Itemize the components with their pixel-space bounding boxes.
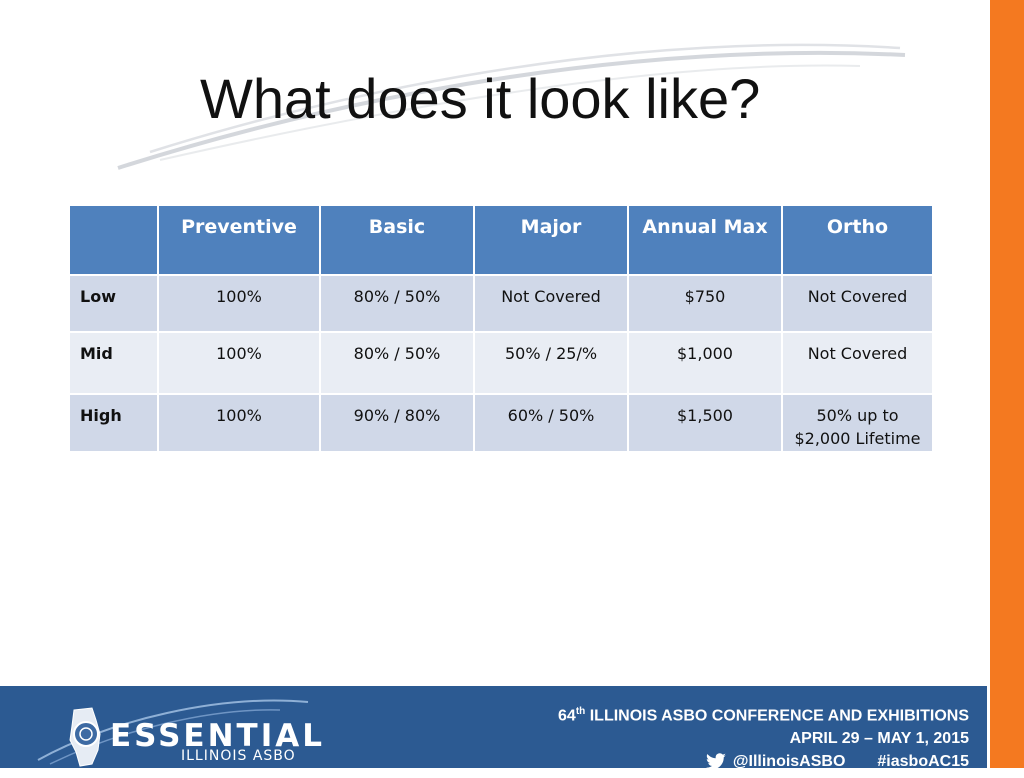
logo-wordmark: ESSENTIAL — [110, 718, 325, 754]
table-cell: $750 — [627, 274, 783, 333]
column-header-annual-max: Annual Max — [627, 204, 783, 276]
table-row: Mid 100% 80% / 50% 50% / 25/% $1,000 Not… — [68, 331, 934, 395]
conference-dates: APRIL 29 – MAY 1, 2015 — [789, 730, 969, 748]
column-header — [68, 204, 159, 276]
row-label: High — [68, 393, 159, 453]
table-cell: 100% — [157, 393, 321, 453]
conference-number: 64 — [558, 707, 576, 725]
column-header-major: Major — [473, 204, 629, 276]
logo-subtitle: ILLINOIS ASBO — [181, 748, 296, 764]
conference-info: 64th ILLINOIS ASBO CONFERENCE AND EXHIBI… — [558, 700, 969, 778]
conference-suffix: th — [575, 706, 586, 717]
table-cell: 60% / 50% — [473, 393, 629, 453]
conference-name: ILLINOIS ASBO CONFERENCE AND EXHIBITIONS — [589, 707, 969, 725]
column-header-preventive: Preventive — [157, 204, 321, 276]
table-cell: 100% — [157, 331, 321, 395]
table-cell: Not Covered — [781, 331, 934, 395]
orange-side-bar — [987, 0, 1024, 768]
table-row: High 100% 90% / 80% 60% / 50% $1,500 50%… — [68, 393, 934, 453]
twitter-handle: @IllinoisASBO — [732, 753, 846, 771]
social-line: @IllinoisASBO #iasboAC15 — [705, 750, 969, 773]
footer-banner: ESSENTIAL ILLINOIS ASBO 64th ILLINOIS AS… — [0, 686, 987, 770]
row-label: Low — [68, 274, 159, 333]
table-row: Low 100% 80% / 50% Not Covered $750 Not … — [68, 274, 934, 333]
table-cell: 90% / 80% — [319, 393, 475, 453]
benefits-table: Preventive Basic Major Annual Max Ortho … — [68, 204, 934, 453]
illinois-state-seal-logo — [37, 699, 309, 767]
conference-title: 64th ILLINOIS ASBO CONFERENCE AND EXHIBI… — [558, 700, 969, 727]
table-cell: $1,000 — [627, 331, 783, 395]
table-cell: Not Covered — [473, 274, 629, 333]
hashtag: #iasboAC15 — [877, 753, 969, 771]
twitter-bird-icon — [705, 753, 726, 770]
table-cell: 80% / 50% — [319, 274, 475, 333]
column-header-basic: Basic — [319, 204, 475, 276]
table-header-row: Preventive Basic Major Annual Max Ortho — [68, 204, 934, 276]
table-cell: Not Covered — [781, 274, 934, 333]
slide-title: What does it look like? — [200, 67, 761, 130]
column-header-ortho: Ortho — [781, 204, 934, 276]
table-cell: 50% up to $2,000 Lifetime — [781, 393, 934, 453]
table-cell: 100% — [157, 274, 321, 333]
row-label: Mid — [68, 331, 159, 395]
title-swoosh-decoration — [117, 43, 906, 170]
table-cell: $1,500 — [627, 393, 783, 453]
table-cell: 80% / 50% — [319, 331, 475, 395]
table-cell: 50% / 25/% — [473, 331, 629, 395]
